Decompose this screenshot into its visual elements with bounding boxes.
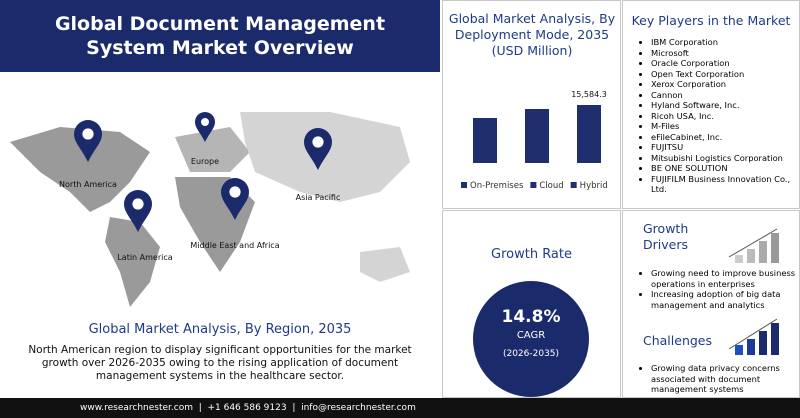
map-pin-dot [82, 128, 94, 140]
map-pin-dot [201, 118, 209, 126]
map-pin [221, 178, 249, 220]
driver-item: Increasing adoption of big data manageme… [651, 289, 800, 310]
map-pin [74, 120, 102, 162]
key-player: Ricoh USA, Inc. [651, 111, 800, 122]
legend-swatch [570, 182, 577, 188]
key-player: BE ONE SOLUTION [651, 163, 800, 174]
bar [577, 105, 601, 163]
region-label: Asia Pacific [296, 193, 341, 202]
key-player: Xerox Corporation [651, 79, 800, 90]
region-label: Middle East and Africa [190, 241, 279, 250]
map-pin [195, 112, 215, 142]
cagr-circle: 14.8% CAGR (2026-2035) [473, 281, 589, 397]
key-player: M-Files [651, 121, 800, 132]
cagr-value: 14.8% [501, 307, 561, 327]
region-label: North America [59, 180, 117, 189]
challenge-item: Growing data privacy concerns associated… [651, 363, 800, 395]
legend-label: On-Premises [470, 181, 524, 191]
legend-label: Cloud [539, 181, 563, 191]
challenges-list: Growing data privacy concerns associated… [637, 363, 800, 395]
region-title: Global Market Analysis, By Region, 2035 [88, 322, 352, 337]
legend-swatch [530, 182, 537, 188]
region-label: Latin America [117, 253, 172, 262]
map-pin-dot [132, 198, 144, 210]
key-player: FUJITSU [651, 142, 800, 153]
chart-panel: Global Market Analysis, By Deployment Mo… [442, 0, 621, 209]
growth-rate-panel: Growth Rate 14.8% CAGR (2026-2035) [442, 210, 621, 398]
key-player: IBM Corporation [651, 37, 800, 48]
map-pin-dot [312, 136, 324, 148]
key-players-panel: Key Players in the Market IBM Corporatio… [622, 0, 800, 209]
challenges-icon [728, 318, 779, 355]
value-label: 15,584.3 [571, 90, 607, 99]
key-player: Mitsubishi Logistics Corporation [651, 153, 800, 164]
main-title: Global Document Management System Market… [54, 13, 386, 59]
map-pin [304, 128, 332, 170]
growth-rate-title: Growth Rate [491, 247, 572, 262]
drivers-panel: Growth Drivers Growing need to improve b… [622, 210, 800, 398]
key-player: FUJIFILM Business Innovation Co., Ltd. [651, 174, 800, 195]
key-player: Open Text Corporation [651, 69, 800, 80]
footer: www.researchnester.com | +1 646 586 9123… [0, 398, 800, 418]
drivers-title: Growth Drivers [643, 221, 689, 252]
drivers-list: Growing need to improve business operati… [637, 268, 800, 310]
chart: 15,584.3 On-Premises Cloud Hybrid [461, 90, 608, 191]
drivers-icon [728, 228, 779, 263]
cagr-label: CAGR [516, 330, 546, 341]
driver-item: Growing need to improve business operati… [651, 268, 800, 289]
world-map: North America Europe Asia Pacific Middle Ea… [0, 72, 440, 320]
key-player: Hyland Software, Inc. [651, 100, 800, 111]
challenges-title: Challenges [643, 333, 713, 348]
header-band: Global Document Management System Market… [0, 0, 440, 72]
bar [473, 118, 497, 163]
legend-swatch [461, 182, 467, 188]
map-pin [124, 190, 152, 232]
key-player: Microsoft [651, 48, 800, 59]
key-players-list: IBM CorporationMicrosoftOracle Corporati… [637, 37, 800, 195]
region-text: North American region to display signifi… [28, 344, 412, 382]
key-player: Oracle Corporation [651, 58, 800, 69]
cagr-period: (2026-2035) [502, 349, 560, 359]
region-label: Europe [191, 157, 219, 166]
map-pin-dot [229, 186, 241, 198]
key-player: eFileCabinet, Inc. [651, 132, 800, 143]
legend-label: Hybrid [580, 181, 608, 191]
key-player: Cannon [651, 90, 800, 101]
bar [525, 108, 549, 163]
key-players-title: Key Players in the Market [631, 13, 791, 28]
chart-title: Global Market Analysis, By Deployment Mo… [448, 11, 616, 58]
